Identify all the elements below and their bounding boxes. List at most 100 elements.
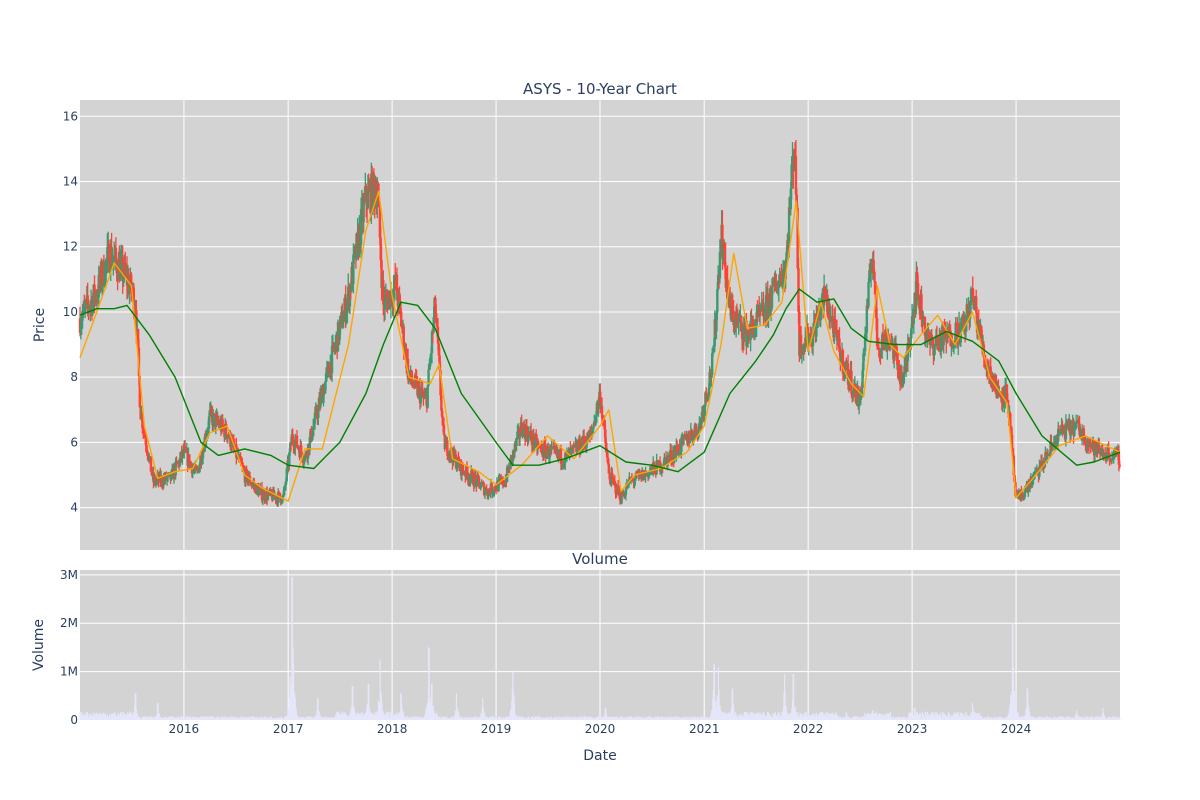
candle-body (727, 296, 730, 298)
volume-bar (713, 664, 716, 720)
candle-body (607, 463, 611, 474)
volume-bar (446, 716, 448, 720)
volume-bar (177, 716, 180, 720)
candle-body (591, 429, 594, 432)
volume-bar (846, 712, 848, 720)
volume-bar (241, 716, 243, 720)
candle-body (974, 296, 978, 313)
candle-body (624, 488, 628, 496)
candle-body (87, 304, 90, 310)
volume-bar (974, 712, 976, 720)
candle-body (711, 353, 714, 375)
candle-body (857, 395, 861, 407)
candle-body (111, 261, 114, 266)
candle-body (108, 270, 112, 272)
candle-body (261, 497, 265, 501)
candle-body (740, 323, 744, 339)
volume-bar (436, 714, 438, 720)
candle-body (319, 393, 323, 405)
candle-body (210, 407, 213, 414)
candle-body (338, 323, 341, 340)
volume-bar (516, 716, 519, 720)
candle-body (989, 366, 992, 382)
candle-body (934, 336, 938, 345)
candle-body (971, 288, 974, 297)
volume-bar (921, 711, 923, 720)
candle-body (611, 476, 615, 481)
volume-bar (582, 717, 585, 720)
candle-body (305, 453, 308, 457)
candle-body (648, 471, 652, 473)
candle-body (1045, 454, 1049, 462)
candle-body (306, 444, 310, 459)
volume-bar (406, 716, 409, 720)
volume-bar (842, 716, 844, 720)
candle-body (798, 311, 801, 356)
candle-body (652, 462, 655, 471)
volume-bar (1086, 716, 1088, 720)
candle-body (535, 435, 538, 438)
volume-bar (1090, 717, 1093, 720)
candle-body (288, 443, 292, 453)
volume-bar (158, 713, 160, 720)
candle-body (308, 436, 312, 451)
volume-bar (980, 716, 983, 720)
volume-bar (105, 714, 107, 720)
candle-body (964, 322, 968, 332)
volume-bar (585, 716, 587, 720)
candle-body (83, 303, 86, 306)
candle-body (250, 484, 253, 486)
candle-body (107, 243, 111, 272)
candle-body (266, 493, 270, 500)
candle-body (1049, 442, 1052, 455)
candle-body (623, 495, 627, 497)
volume-bar (878, 713, 880, 720)
candle-body (982, 344, 986, 358)
candle-body (690, 431, 693, 435)
candle-body (786, 240, 789, 253)
volume-bar (715, 700, 717, 720)
candle-body (873, 272, 876, 282)
candle-body (461, 464, 464, 471)
candle-body (559, 449, 563, 465)
candle-body (82, 303, 85, 314)
candle-body (405, 348, 408, 369)
candle-body (952, 345, 956, 347)
candle-body (728, 294, 732, 309)
volume-bar (733, 708, 735, 720)
volume-bar (206, 716, 209, 720)
candle-body (1118, 464, 1121, 467)
volume-bar (896, 716, 898, 720)
candle-body (682, 434, 686, 440)
candle-body (518, 435, 522, 439)
candle-body (513, 443, 517, 453)
volume-bar (707, 717, 709, 720)
candle-body (1101, 450, 1104, 458)
volume-bar (577, 716, 579, 720)
candle-body (631, 478, 634, 480)
candle-body (712, 346, 716, 353)
candle-body (525, 425, 529, 437)
candle-body (544, 445, 547, 458)
candle-body (446, 440, 449, 456)
candle-body (89, 304, 92, 309)
candle-body (659, 470, 663, 473)
candle-body (923, 316, 927, 336)
candle-body (886, 342, 889, 351)
candle-body (1074, 421, 1078, 425)
candle-body (341, 311, 344, 328)
candle-body (291, 434, 294, 441)
volume-bar (761, 714, 763, 720)
candle-body (773, 277, 776, 287)
candle-body (730, 303, 734, 320)
candle-body (339, 315, 342, 324)
candle-body (317, 404, 320, 419)
candle-body (251, 483, 254, 485)
candle-body (1009, 413, 1012, 427)
candle-body (762, 302, 765, 317)
candle-body (395, 274, 399, 295)
volume-bar (749, 712, 751, 720)
candle-body (796, 207, 799, 269)
candle-body (664, 457, 668, 459)
volume-bar (777, 713, 779, 720)
